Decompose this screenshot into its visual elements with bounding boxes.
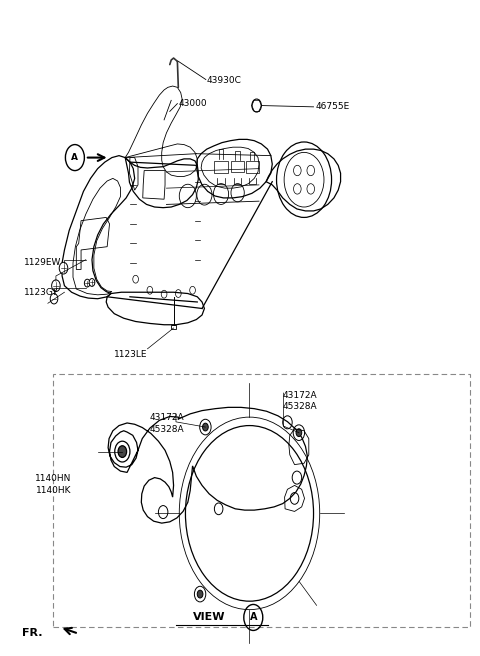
Circle shape xyxy=(203,423,208,431)
Text: 43172A: 43172A xyxy=(283,390,317,400)
Bar xyxy=(171,324,177,329)
Text: 45328A: 45328A xyxy=(150,425,184,434)
Circle shape xyxy=(50,293,58,304)
Text: A: A xyxy=(250,613,257,623)
Circle shape xyxy=(52,280,60,291)
Text: 46755E: 46755E xyxy=(316,102,350,112)
Circle shape xyxy=(89,279,95,287)
Text: 43000: 43000 xyxy=(179,99,207,108)
Text: 1123GY: 1123GY xyxy=(24,288,59,297)
Text: 43172A: 43172A xyxy=(150,413,184,422)
Bar xyxy=(53,373,470,627)
Text: VIEW: VIEW xyxy=(193,613,226,623)
Circle shape xyxy=(118,445,127,457)
Text: 1129EW: 1129EW xyxy=(24,258,61,268)
Circle shape xyxy=(296,429,302,436)
Circle shape xyxy=(252,99,261,112)
Text: A: A xyxy=(72,153,78,162)
Text: 43930C: 43930C xyxy=(207,76,241,85)
Text: FR.: FR. xyxy=(22,628,42,638)
Text: 1140HK: 1140HK xyxy=(36,485,72,495)
Circle shape xyxy=(84,279,90,287)
Text: 1123LE: 1123LE xyxy=(114,350,147,359)
Circle shape xyxy=(197,590,203,598)
Text: 1140HN: 1140HN xyxy=(35,474,72,483)
Circle shape xyxy=(59,262,68,274)
Text: 45328A: 45328A xyxy=(283,402,317,411)
